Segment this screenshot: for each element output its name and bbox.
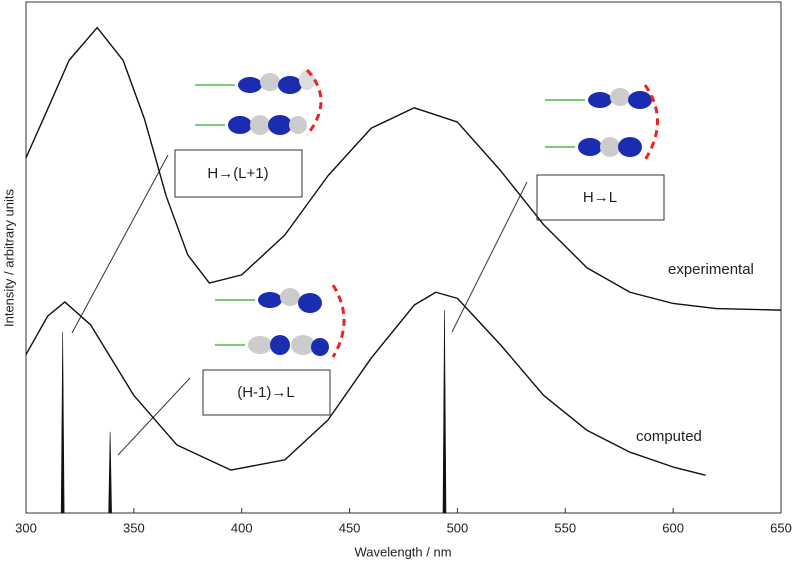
y-axis-label: Intensity / arbitrary units — [1, 189, 16, 327]
series-line — [25, 291, 706, 476]
x-tick-label: 600 — [662, 520, 684, 535]
series-label: computed — [636, 428, 702, 445]
stick — [108, 431, 112, 514]
x-tick-label: 650 — [770, 520, 792, 535]
leader-line — [71, 154, 169, 334]
leader-line — [117, 377, 191, 456]
series-label: experimental — [668, 261, 754, 278]
orbital-picture — [195, 68, 659, 358]
annotation-box — [536, 174, 665, 221]
plot-frame — [25, 1, 782, 514]
annotation-box — [202, 369, 331, 416]
annotation: (H-1)→L — [237, 384, 295, 401]
stick — [60, 332, 65, 514]
annotation-box — [174, 149, 303, 198]
x-tick-label: 300 — [15, 520, 37, 535]
x-tick-label: 550 — [554, 520, 576, 535]
leader-line — [451, 181, 528, 333]
stick — [442, 310, 447, 514]
annotation: H→(L+1) — [207, 165, 268, 182]
x-tick-label: 350 — [123, 520, 145, 535]
x-axis-label: Wavelength / nm — [354, 544, 451, 559]
annotation: H→L — [583, 189, 617, 206]
series-line — [25, 26, 782, 311]
x-tick-label: 400 — [231, 520, 253, 535]
x-tick-label: 500 — [447, 520, 469, 535]
x-tick-label: 450 — [339, 520, 361, 535]
